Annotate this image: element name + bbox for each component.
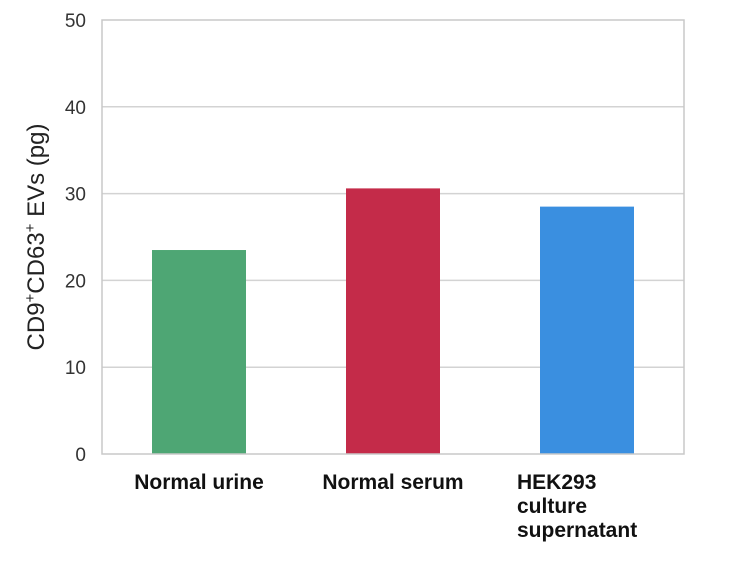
x-category-label: Normal urine (134, 471, 264, 494)
y-tick-label: 50 (65, 11, 86, 32)
y-axis-title-sup2: + (22, 223, 39, 232)
y-tick-label: 30 (65, 185, 86, 206)
y-tick-labels: 0 10 20 30 40 50 (65, 11, 86, 466)
y-axis-title-cd63: CD63 (23, 232, 50, 293)
x-category-label: HEK293 (517, 471, 596, 494)
x-category-label: Normal serum (322, 471, 463, 494)
y-tick-label: 10 (65, 358, 86, 379)
x-category-label: supernatant (517, 519, 637, 542)
bars (152, 188, 634, 454)
y-tick-label: 0 (75, 445, 86, 466)
bar-2 (540, 206, 634, 454)
x-category-labels: Normal urine Normal serum HEK293culturesup… (134, 471, 637, 542)
bar-1 (346, 188, 440, 454)
y-axis-title-tail: EVs (pg) (23, 124, 50, 224)
y-tick-label: 40 (65, 98, 86, 119)
bar-0 (152, 250, 246, 454)
y-axis-title-cd9: CD9 (23, 302, 50, 350)
plot-frame (101, 19, 685, 455)
y-axis-title: CD9+CD63+ EVs (pg) (22, 124, 50, 351)
y-axis-title-sup1: + (22, 293, 39, 302)
y-tick-label: 20 (65, 271, 86, 292)
x-category-label: culture (517, 495, 587, 518)
